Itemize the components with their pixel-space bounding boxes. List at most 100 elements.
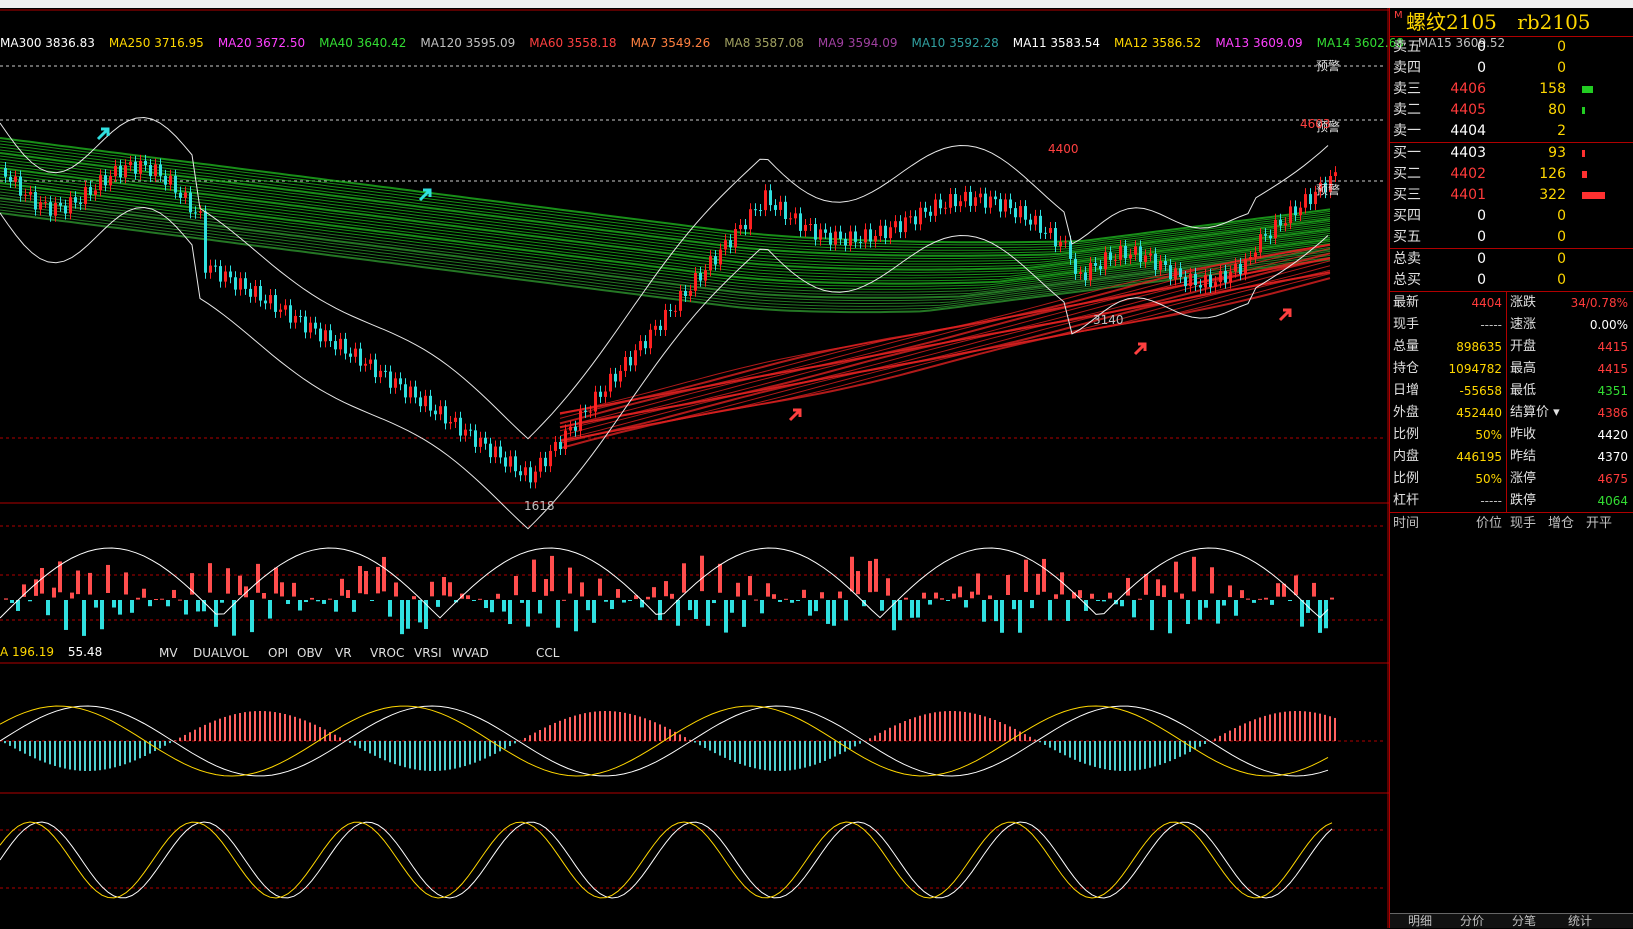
candle-body (634, 350, 637, 365)
ma-legend-item[interactable]: MA13 3609.09 (1215, 36, 1302, 50)
tab-ticks[interactable]: 分笔 (1512, 912, 1536, 929)
ma-legend-item[interactable]: MA300 3836.83 (0, 36, 95, 50)
ma-legend-item[interactable]: MA60 3558.18 (529, 36, 616, 50)
candle-body (189, 192, 192, 212)
candle-body (159, 164, 162, 175)
histogram-bar (118, 600, 122, 615)
candle-body (304, 317, 307, 333)
macd-bar (669, 729, 671, 741)
macd-bar (219, 719, 221, 741)
candle-body (1174, 268, 1177, 279)
macd-bar (814, 741, 816, 765)
candle-body (239, 278, 242, 289)
price-annotation: 1618 (524, 499, 555, 513)
candle-body (339, 339, 342, 350)
macd-bar (894, 725, 896, 741)
indicator-tab-ccl[interactable]: CCL (536, 646, 559, 660)
tab-detail[interactable]: 明细 (1408, 912, 1432, 929)
stat-row: 总量 898635 开盘 4415 (1390, 336, 1633, 358)
macd-bar (834, 741, 836, 757)
macd-bar (439, 741, 441, 771)
indicator-tab-vroc[interactable]: VROC (370, 646, 404, 660)
candle-body (294, 316, 297, 323)
indicator-tab-obv[interactable]: OBV (297, 646, 323, 660)
candle-body (624, 357, 627, 371)
candle-body (329, 330, 332, 341)
candle-body (529, 467, 532, 482)
stat-value: ----- (1480, 314, 1502, 336)
stat-label: 外盘 (1393, 402, 1419, 424)
macd-bar (19, 741, 21, 751)
macd-bar (989, 718, 991, 741)
macd-bar (1079, 741, 1081, 762)
indicator-tab-wvad[interactable]: WVAD (452, 646, 489, 660)
tab-statistics[interactable]: 统计 (1568, 912, 1592, 929)
level-volume: 2 (1557, 121, 1566, 142)
indicator-tab-vrsi[interactable]: VRSI (414, 646, 442, 660)
candle-body (74, 197, 77, 202)
histogram-bar (160, 599, 164, 600)
macd-bar (254, 711, 256, 741)
macd-bar (94, 741, 96, 771)
stat-label: 最新 (1393, 292, 1419, 314)
histogram-bar (46, 600, 50, 615)
ma-legend-item[interactable]: MA11 3583.54 (1013, 36, 1100, 50)
macd-bar (1119, 741, 1121, 771)
macd-bar (1204, 741, 1206, 744)
macd-bar (109, 741, 111, 769)
candle-body (229, 271, 232, 277)
ma-legend-item[interactable]: MA250 3716.95 (109, 36, 204, 50)
order-book-row: 卖四 0 0 (1390, 58, 1633, 79)
divider (1506, 402, 1507, 424)
macd-bar (539, 730, 541, 741)
histogram-bar (1144, 574, 1148, 595)
stat-row: 现手 ----- 速涨 0.00% (1390, 314, 1633, 336)
macd-bar (664, 727, 666, 741)
candle-body (614, 374, 617, 382)
macd-bar (1179, 741, 1181, 757)
stat-value: 898635 (1456, 336, 1502, 358)
macd-bar (1054, 741, 1056, 750)
candle-body (1274, 220, 1277, 239)
settle-price-dropdown[interactable]: 结算价 ▾ (1510, 402, 1560, 424)
histogram-bar (1252, 600, 1256, 603)
macd-bar (1039, 741, 1041, 742)
stat-value: 0.00% (1590, 314, 1628, 336)
indicator-tab-opi[interactable]: OPI (268, 646, 288, 660)
indicator-tab-mv[interactable]: MV (159, 646, 178, 660)
ma-legend-item[interactable]: MA10 3592.28 (911, 36, 998, 50)
candle-body (114, 166, 117, 176)
ma-legend-item[interactable]: MA7 3549.26 (631, 36, 711, 50)
histogram-bar (1300, 600, 1304, 627)
histogram-bar (832, 600, 836, 626)
ma-legend-item[interactable]: MA40 3640.42 (319, 36, 406, 50)
divider (1506, 292, 1507, 314)
histogram-bar (448, 582, 452, 596)
tab-price-split[interactable]: 分价 (1460, 912, 1484, 929)
ma-legend-item[interactable]: MA120 3595.09 (420, 36, 515, 50)
ma-legend-item[interactable]: MA12 3586.52 (1114, 36, 1201, 50)
kdj-line (0, 822, 1332, 898)
macd-bar (779, 741, 781, 771)
ma-legend-item[interactable]: MA20 3672.50 (218, 36, 305, 50)
histogram-bar (400, 600, 404, 634)
histogram-bar (1330, 598, 1334, 600)
divider (1506, 336, 1507, 358)
histogram-bar (238, 576, 242, 595)
histogram-bar (148, 600, 152, 606)
candle-body (1194, 274, 1197, 285)
histogram-bar (922, 593, 926, 599)
indicator-tab-dualvol[interactable]: DUALVOL (193, 646, 249, 660)
histogram-bar (1294, 575, 1298, 595)
macd-bar (574, 716, 576, 741)
macd-bar (1309, 712, 1311, 741)
ma-legend-item[interactable]: MA9 3594.09 (818, 36, 898, 50)
indicator-tab-vr[interactable]: VR (335, 646, 352, 660)
macd-bar (189, 732, 191, 741)
macd-bar (374, 741, 376, 756)
macd-bar (1154, 741, 1156, 766)
ma-legend-item[interactable]: MA8 3587.08 (724, 36, 804, 50)
